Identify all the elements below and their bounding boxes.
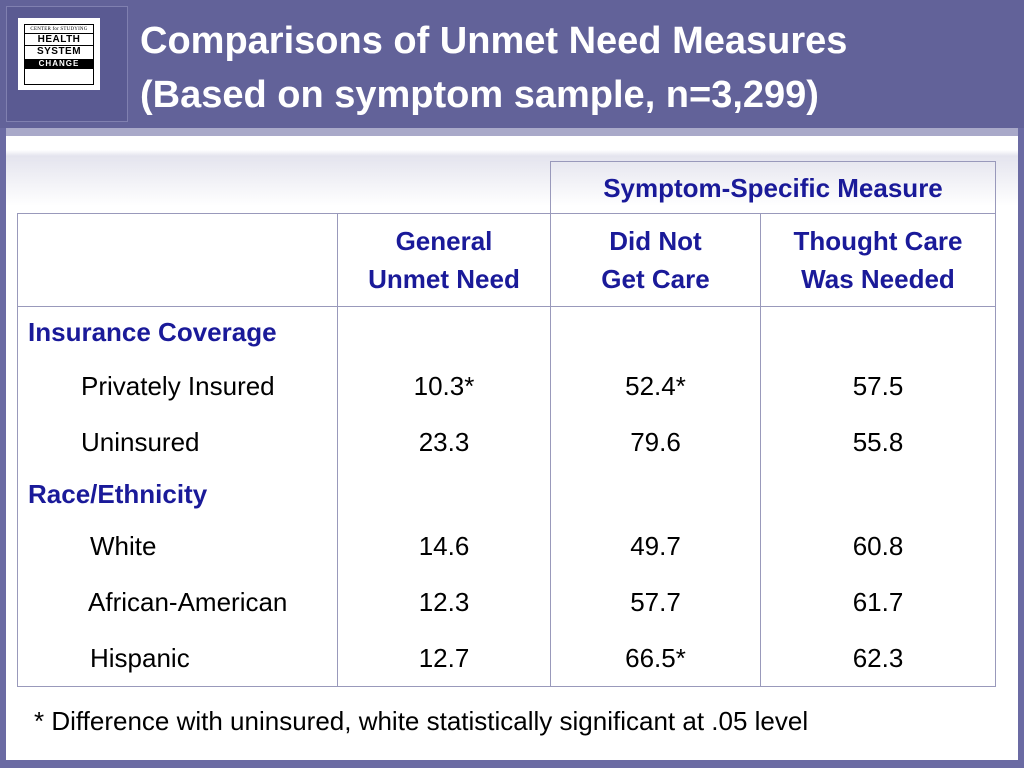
cell-value: 79.6 xyxy=(550,414,761,471)
cell-value: 14.6 xyxy=(337,518,551,575)
section-label: Race/Ethnicity xyxy=(17,470,338,519)
logo-word-change: CHANGE xyxy=(25,59,93,69)
hsc-logo: CENTER for STUDYING HEALTH SYSTEM CHANGE xyxy=(18,18,100,90)
table-row: Privately Insured 10.3* 52.4* 57.5 xyxy=(17,358,996,415)
table-row: Hispanic 12.7 66.5* 62.3 xyxy=(17,630,996,687)
table-row: African-American 12.3 57.7 61.7 xyxy=(17,574,996,631)
cell-value: 12.3 xyxy=(337,574,551,631)
slide-title: Comparisons of Unmet Need Measures (Base… xyxy=(140,14,1020,122)
logo-word-health: HEALTH xyxy=(25,33,93,45)
column-header-row: General Unmet Need Did Not Get Care Thou… xyxy=(17,213,996,307)
col-header-line: Unmet Need xyxy=(368,264,520,294)
row-label: Uninsured xyxy=(17,414,338,471)
cell-value: 60.8 xyxy=(760,518,996,575)
row-label: African-American xyxy=(17,574,338,631)
content-top-bar xyxy=(6,128,1018,138)
empty-corner-2 xyxy=(338,162,551,214)
col-header-thought-care-needed: Thought Care Was Needed xyxy=(760,213,996,307)
slide-header: CENTER for STUDYING HEALTH SYSTEM CHANGE… xyxy=(0,0,1024,128)
footnote: * Difference with uninsured, white stati… xyxy=(34,706,809,736)
row-label: Privately Insured xyxy=(17,358,338,415)
col-header-line: Did Not xyxy=(609,226,702,256)
logo-mark: CENTER for STUDYING HEALTH SYSTEM CHANGE xyxy=(24,24,94,85)
section-row: Insurance Coverage xyxy=(17,306,996,359)
table-row: White 14.6 49.7 60.8 xyxy=(17,518,996,575)
row-label: White xyxy=(17,518,338,575)
table-row: Uninsured 23.3 79.6 55.8 xyxy=(17,414,996,471)
section-label: Insurance Coverage xyxy=(17,306,338,359)
section-row: Race/Ethnicity xyxy=(17,470,996,519)
title-line-1: Comparisons of Unmet Need Measures xyxy=(140,20,848,62)
cell-value: 66.5* xyxy=(550,630,761,687)
row-label-header xyxy=(17,213,338,307)
col-header-line: General xyxy=(395,226,493,256)
col-header-line: Get Care xyxy=(601,264,710,294)
group-header-row: Symptom-Specific Measure xyxy=(18,161,996,214)
empty-corner xyxy=(18,162,338,214)
cell-value: 55.8 xyxy=(760,414,996,471)
group-header-cell: Symptom-Specific Measure xyxy=(550,161,996,214)
cell-value: 23.3 xyxy=(337,414,551,471)
cell-value: 10.3* xyxy=(337,358,551,415)
col-header-did-not-get-care: Did Not Get Care xyxy=(550,213,761,307)
title-line-2: (Based on symptom sample, n=3,299) xyxy=(140,74,819,116)
cell-value: 57.5 xyxy=(760,358,996,415)
logo-word-system: SYSTEM xyxy=(25,45,93,57)
cell-value: 12.7 xyxy=(337,630,551,687)
col-header-line: Was Needed xyxy=(801,264,955,294)
col-header-general: General Unmet Need xyxy=(337,213,551,307)
row-label: Hispanic xyxy=(17,630,338,687)
cell-value: 57.7 xyxy=(550,574,761,631)
cell-value: 49.7 xyxy=(550,518,761,575)
unmet-need-table: Symptom-Specific Measure General Unmet N… xyxy=(17,161,996,687)
cell-value: 52.4* xyxy=(550,358,761,415)
logo-tagline: CENTER for STUDYING xyxy=(30,27,88,32)
cell-value: 62.3 xyxy=(760,630,996,687)
col-header-line: Thought Care xyxy=(793,226,963,256)
cell-value: 61.7 xyxy=(760,574,996,631)
